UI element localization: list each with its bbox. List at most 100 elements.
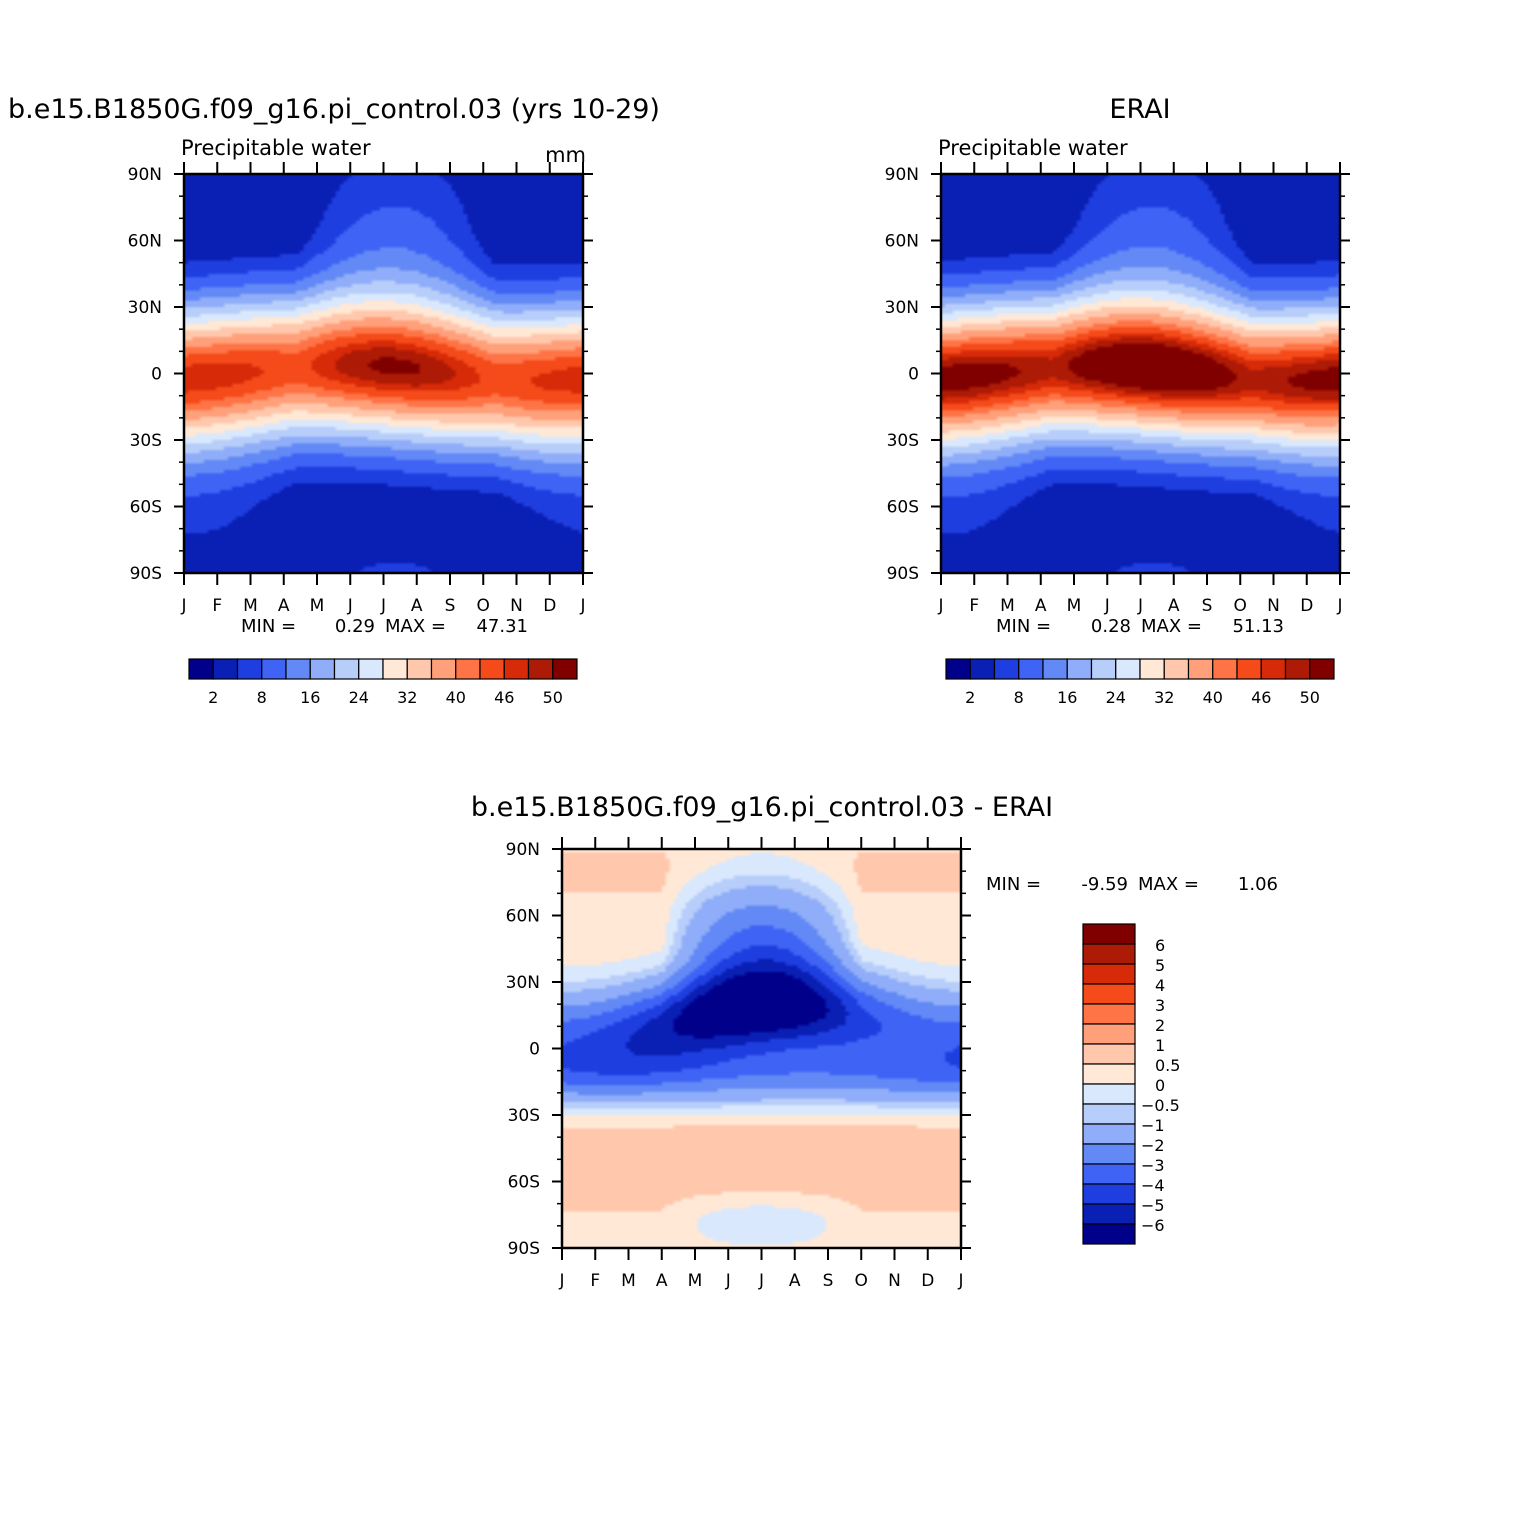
colorbar-label: −1	[1141, 1116, 1165, 1135]
colorbar-label: 40	[446, 688, 466, 707]
x-tick-label: S	[823, 1271, 834, 1291]
x-tick-label: J	[1137, 596, 1143, 616]
panel-diff-field	[562, 849, 961, 1248]
colorbar-box	[1309, 658, 1335, 680]
x-tick-label: J	[380, 596, 386, 616]
x-tick-label: N	[888, 1271, 901, 1291]
panel-erai-max-label: MAX =	[1141, 616, 1202, 637]
panel-model-max-label: MAX =	[385, 616, 446, 637]
x-tick-label: J	[957, 1271, 963, 1291]
panel-erai-subtitle: Precipitable water	[938, 136, 1128, 160]
colorbar-box	[188, 658, 214, 680]
colorbar-box	[236, 658, 263, 680]
colorbar-box	[1082, 1123, 1136, 1145]
x-tick-label: J	[1104, 596, 1110, 616]
y-tick-label: 30S	[130, 431, 162, 451]
colorbar-label: 3	[1155, 996, 1165, 1015]
panel-model-units: mm	[545, 143, 586, 167]
y-tick-label: 60S	[130, 498, 162, 518]
panel-model-min-value: 0.29	[335, 616, 375, 637]
y-tick-label: 90S	[887, 564, 919, 584]
panel-erai-colorbar: 2 8 16 24 32 40 46 50	[945, 658, 1335, 707]
panel-model-min-label: MIN =	[241, 616, 296, 637]
colorbar-box	[1082, 1183, 1136, 1205]
y-tick-label: 60N	[885, 232, 919, 252]
y-tick-label: 30N	[506, 973, 540, 993]
colorbar-box	[1018, 658, 1044, 680]
x-tick-label: N	[1267, 596, 1280, 616]
x-tick-label: N	[510, 596, 523, 616]
y-tick-label: 30N	[128, 298, 162, 318]
colorbar-box	[993, 658, 1020, 680]
colorbar-box	[503, 658, 530, 680]
y-tick-label: 90N	[128, 165, 162, 185]
x-tick-label: M	[1000, 596, 1015, 616]
x-tick-label: M	[1067, 596, 1082, 616]
panel-erai-title: ERAI	[1109, 94, 1170, 125]
colorbar-label: 2	[1155, 1016, 1165, 1035]
colorbar-box	[945, 658, 971, 680]
x-tick-label: D	[543, 596, 556, 616]
colorbar-box	[382, 658, 408, 680]
panel-model-max-value: 47.31	[476, 616, 528, 637]
colorbar-box	[1082, 1163, 1136, 1185]
panel-model-field	[184, 174, 583, 573]
panel-diff-max-value: 1.06	[1238, 874, 1278, 895]
x-tick-label: D	[921, 1271, 934, 1291]
x-tick-label: J	[180, 596, 186, 616]
x-tick-label: M	[243, 596, 258, 616]
colorbar-label: 8	[1014, 688, 1024, 707]
x-tick-label: D	[1300, 596, 1313, 616]
colorbar-box	[1082, 1043, 1136, 1065]
y-tick-label: 0	[529, 1040, 540, 1060]
colorbar-label: 46	[494, 688, 514, 707]
x-tick-label: J	[1336, 596, 1342, 616]
colorbar-box	[1187, 658, 1214, 680]
colorbar-box	[1082, 1203, 1136, 1225]
colorbar-box	[1066, 658, 1093, 680]
colorbar-label: 0.5	[1155, 1056, 1180, 1075]
colorbar-label: 2	[208, 688, 218, 707]
y-tick-label: 30S	[887, 431, 919, 451]
colorbar-box	[285, 658, 311, 680]
x-tick-label: A	[278, 596, 290, 616]
colorbar-box	[1082, 1083, 1136, 1105]
colorbar-box	[430, 658, 457, 680]
x-tick-label: J	[937, 596, 943, 616]
y-tick-label: 90N	[506, 840, 540, 860]
x-tick-label: M	[621, 1271, 636, 1291]
x-tick-label: J	[758, 1271, 764, 1291]
colorbar-box	[1042, 658, 1068, 680]
colorbar-label: 24	[349, 688, 369, 707]
colorbar-label: 32	[397, 688, 417, 707]
colorbar-box	[1163, 658, 1190, 680]
y-tick-label: 90S	[130, 564, 162, 584]
panel-model-title: b.e15.B1850G.f09_g16.pi_control.03 (yrs …	[8, 94, 660, 125]
x-tick-label: S	[445, 596, 456, 616]
x-tick-label: F	[212, 596, 222, 616]
x-tick-label: J	[579, 596, 585, 616]
y-tick-label: 60S	[887, 498, 919, 518]
y-tick-label: 30S	[508, 1106, 540, 1126]
x-tick-label: O	[855, 1271, 868, 1291]
colorbar-label: 46	[1251, 688, 1271, 707]
x-tick-label: J	[347, 596, 353, 616]
colorbar-box	[1082, 963, 1136, 985]
panel-diff-max-label: MAX =	[1138, 874, 1199, 895]
colorbar-label: −2	[1141, 1136, 1165, 1155]
colorbar-label: 24	[1106, 688, 1126, 707]
colorbar-box	[333, 658, 360, 680]
colorbar-box	[1082, 1003, 1136, 1025]
colorbar-box	[1082, 1103, 1136, 1125]
colorbar-box	[479, 658, 505, 680]
colorbar-box	[358, 658, 384, 680]
colorbar-label: 40	[1203, 688, 1223, 707]
y-tick-label: 30N	[885, 298, 919, 318]
colorbar-box	[1090, 658, 1117, 680]
colorbar-label: 32	[1154, 688, 1174, 707]
y-tick-label: 0	[908, 365, 919, 385]
colorbar-label: 4	[1155, 976, 1165, 995]
